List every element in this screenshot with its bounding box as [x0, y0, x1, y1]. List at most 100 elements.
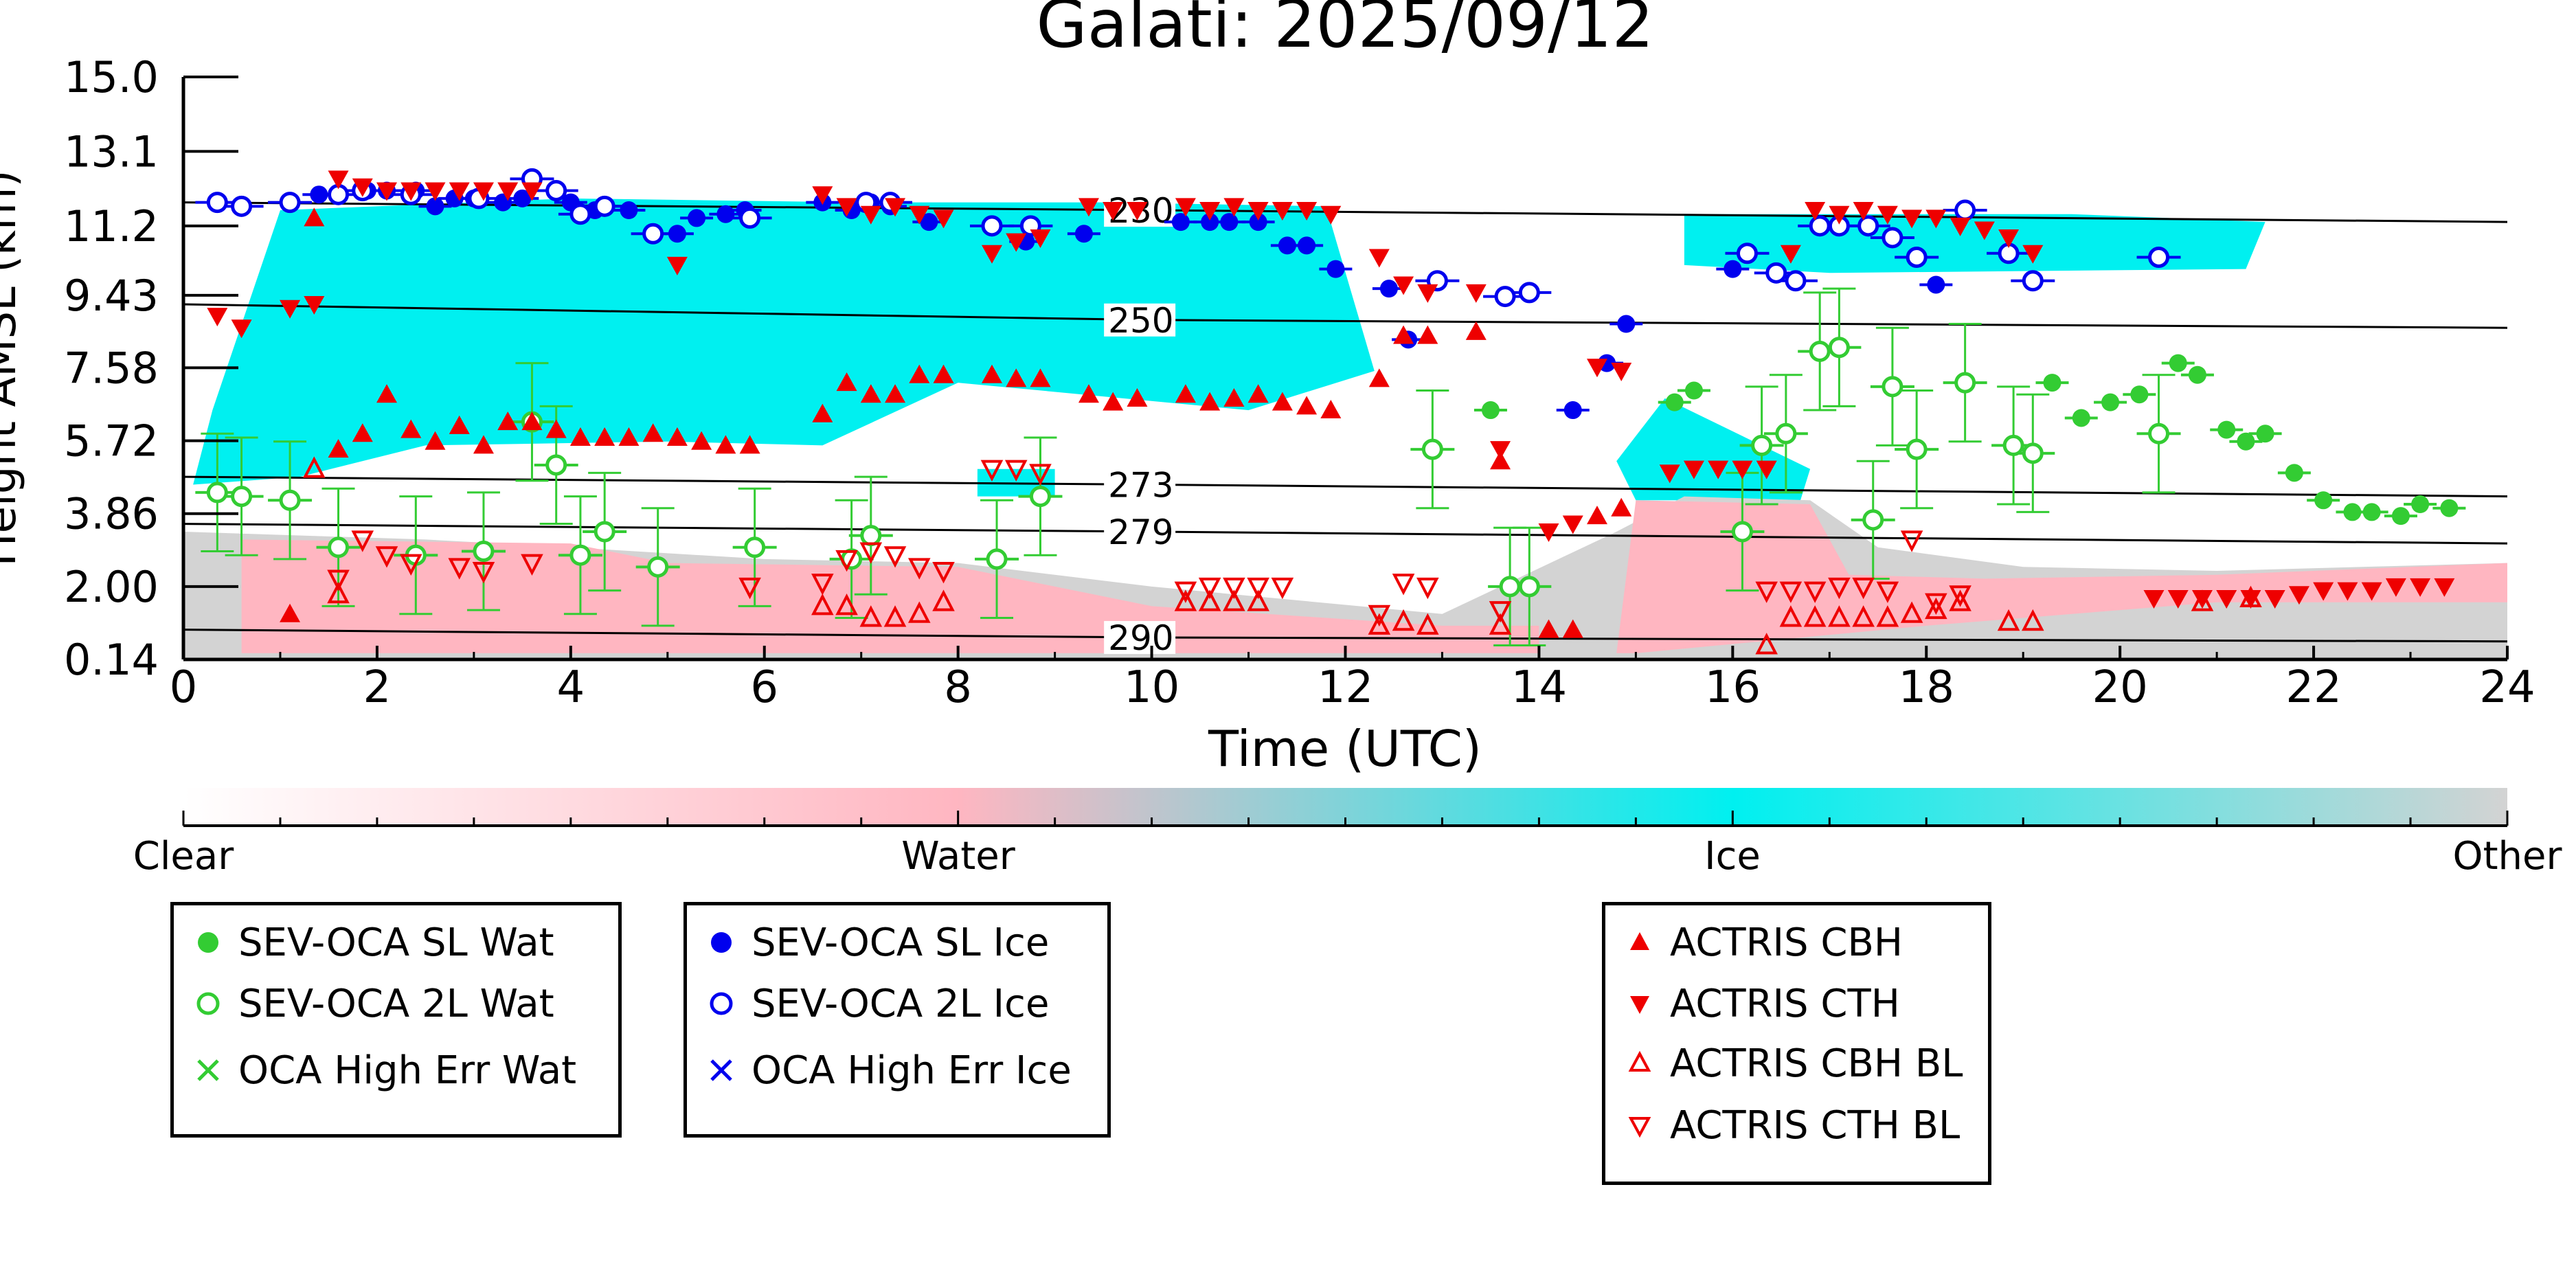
- legend-item-cth: ACTRIS CTH: [1619, 981, 1900, 1026]
- marker-actris-cth: [1538, 523, 1559, 542]
- marker-actris-cth: [2288, 586, 2309, 605]
- marker-actris-cth-bl: [1949, 585, 1971, 607]
- marker-sev-oca-2l-ice: [1518, 282, 1540, 304]
- marker-actris-cbh: [304, 207, 325, 227]
- marker-sev-oca-sl-ice: [1563, 401, 1582, 420]
- marker-sev-oca-2l-wat: [986, 548, 1008, 570]
- marker-actris-cth-bl: [883, 546, 907, 568]
- marker-actris-cbh: [569, 427, 591, 447]
- marker-actris-cbh: [812, 403, 833, 422]
- x-tick-label: 12: [1318, 662, 1373, 713]
- marker-sev-oca-sl-ice: [1220, 213, 1239, 231]
- legend-label: SEV-OCA 2L Ice: [752, 981, 1050, 1026]
- marker-sev-oca-sl-wat: [2440, 499, 2459, 517]
- marker-actris-cbh: [982, 364, 1003, 383]
- marker-actris-cbh: [594, 427, 615, 447]
- marker-actris-cbh-bl: [2022, 609, 2044, 631]
- x-tick-label: 8: [944, 662, 972, 713]
- marker-actris-cth-bl: [472, 562, 495, 584]
- marker-sev-oca-2l-ice: [594, 195, 615, 217]
- legend-label: ACTRIS CTH BL: [1670, 1103, 1961, 1148]
- marker-actris-cbh-bl: [1925, 597, 1947, 620]
- marker-actris-cbh: [1393, 325, 1414, 344]
- marker-actris-cth: [2216, 589, 2237, 609]
- x-tick-label: 24: [2479, 662, 2535, 713]
- data-markers: [206, 168, 2459, 655]
- marker-actris-cbh: [1078, 384, 1099, 403]
- marker-actris-cth: [1562, 515, 1583, 534]
- marker-actris-cth: [2240, 589, 2261, 609]
- y-tick-label: 11.2: [64, 201, 159, 251]
- marker-actris-cth-bl: [327, 569, 350, 591]
- marker-actris-cth: [1296, 202, 1318, 221]
- marker-actris-cth: [425, 182, 446, 201]
- y-tick-label: 5.72: [64, 416, 159, 466]
- marker-actris-cth-bl: [1247, 577, 1269, 600]
- marker-actris-cth: [1393, 276, 1414, 295]
- marker-actris-cth: [1465, 284, 1487, 303]
- plot-axes: 0 2 4 6 8 10 12 14 16 18 20 22 240.142.003.865.727.5…: [64, 52, 2535, 713]
- marker-sev-oca-2l-wat: [1882, 376, 1903, 398]
- marker-sev-oca-sl-ice: [668, 225, 686, 243]
- marker-actris-cbh-bl: [1368, 613, 1391, 635]
- marker-sev-oca-2l-ice: [1906, 247, 1928, 269]
- marker-actris-cth-bl: [980, 460, 1004, 482]
- marker-actris-cth-bl: [1779, 581, 1803, 603]
- marker-actris-cth: [1586, 359, 1607, 378]
- marker-actris-cth-bl: [1392, 574, 1415, 596]
- marker-sev-oca-sl-ice: [1379, 280, 1398, 298]
- marker-actris-cth: [836, 198, 857, 217]
- x-tick-label: 2: [363, 662, 392, 713]
- cloud-region-ice: [1616, 398, 1811, 501]
- legend-label: ACTRIS CTH: [1670, 981, 1900, 1026]
- colorbar-label-water: Water: [901, 834, 1016, 879]
- marker-actris-cth: [1708, 460, 1729, 479]
- marker-actris-cth-bl: [1803, 581, 1827, 603]
- marker-actris-cth: [1732, 460, 1753, 479]
- marker-actris-cth-bl: [1876, 581, 1899, 603]
- isotherm-label-bg: [1104, 621, 1176, 655]
- marker-actris-cth: [1877, 205, 1898, 225]
- isotherm-label-250: 250: [1108, 301, 1173, 341]
- marker-actris-cth-bl: [1029, 464, 1052, 486]
- marker-actris-cbh: [497, 411, 519, 431]
- marker-actris-cth-bl: [1900, 530, 1923, 552]
- triangle-down-open-red-icon: [1628, 1117, 1651, 1138]
- legend-label: SEV-OCA SL Wat: [238, 920, 554, 965]
- y-tick-label: 15.0: [64, 52, 159, 102]
- marker-actris-cth: [280, 300, 301, 319]
- marker-sev-oca-2l-ice: [231, 195, 253, 217]
- y-tick-label: 9.43: [64, 271, 159, 321]
- marker-sev-oca-sl-ice: [716, 205, 735, 223]
- legend-label: OCA High Err Ice: [752, 1048, 1072, 1093]
- triangle-up-red-icon: [1630, 932, 1649, 950]
- legend-item-higherr-wat: OCA High Err Wat: [188, 1048, 577, 1093]
- marker-actris-cbh-bl: [1949, 589, 1971, 611]
- legend-label: OCA High Err Wat: [238, 1048, 577, 1093]
- marker-actris-cbh: [352, 423, 373, 442]
- y-tick-label: 2.00: [64, 562, 159, 612]
- marker-actris-cth: [1223, 198, 1245, 217]
- marker-actris-cbh-bl: [2239, 585, 2262, 607]
- marker-actris-cth: [304, 295, 325, 315]
- marker-actris-cth-bl: [399, 554, 422, 576]
- marker-actris-cbh-bl: [1247, 589, 1269, 611]
- legend-item-cth-bl: ACTRIS CTH BL: [1619, 1103, 1961, 1148]
- marker-sev-oca-2l-ice: [1954, 199, 1976, 221]
- marker-sev-oca-sl-wat: [2043, 374, 2061, 392]
- marker-actris-cth-bl: [859, 542, 883, 564]
- marker-actris-cth: [2434, 578, 2455, 597]
- open-circle-green-icon: [196, 992, 220, 1015]
- marker-actris-cth: [1006, 233, 1027, 252]
- marker-actris-cth-bl: [835, 550, 858, 572]
- x-tick-label: 14: [1511, 662, 1567, 713]
- marker-actris-cth: [1925, 210, 1947, 229]
- marker-actris-cbh-bl: [1489, 613, 1512, 635]
- marker-actris-cbh: [1586, 506, 1607, 525]
- marker-sev-oca-sl-ice: [1724, 260, 1742, 278]
- marker-actris-cth: [1853, 202, 1874, 221]
- marker-actris-cth: [2361, 582, 2382, 601]
- filled-circle-green-icon: [198, 932, 218, 953]
- marker-actris-cth: [1320, 205, 1342, 225]
- x-blue-icon: [710, 1059, 732, 1081]
